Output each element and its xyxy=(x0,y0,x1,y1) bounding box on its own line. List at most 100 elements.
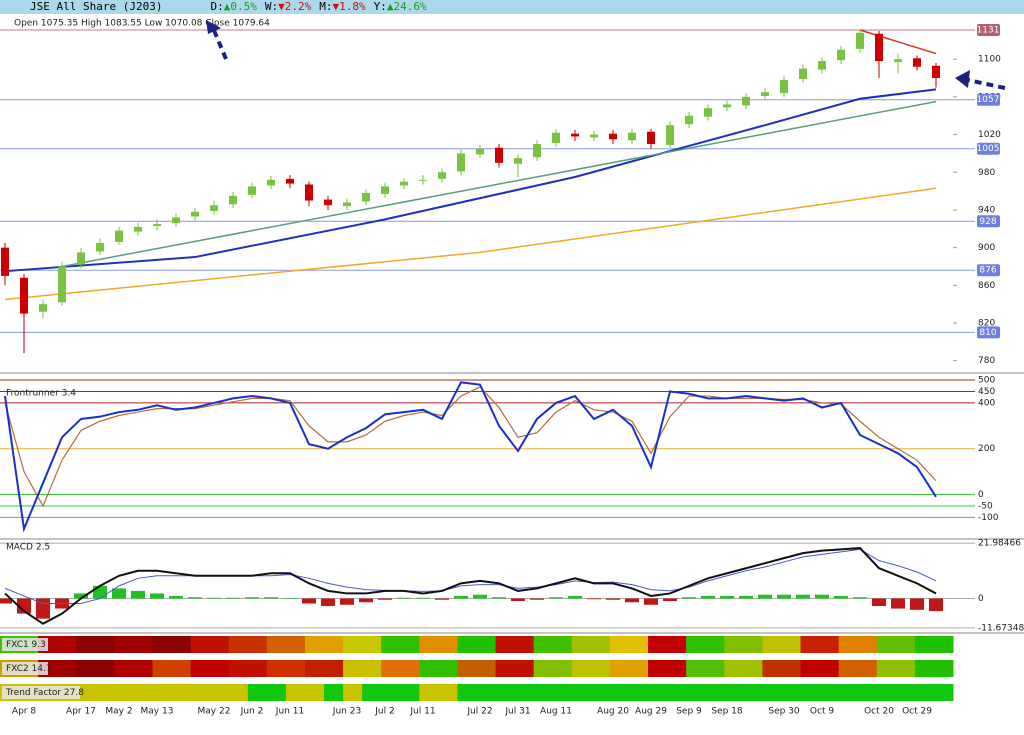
heat-cell xyxy=(876,660,916,677)
stat-label: W: xyxy=(264,0,279,13)
level-label: 1057 xyxy=(977,95,1000,105)
heat-cell xyxy=(648,660,687,677)
macd-line xyxy=(4,548,937,605)
heat-cell xyxy=(533,636,573,653)
x-tick-label: Apr 17 xyxy=(66,707,96,717)
candle-body xyxy=(58,266,66,303)
candle-body xyxy=(1,247,9,276)
histogram-bar xyxy=(302,598,316,604)
y-tick-label: 200 xyxy=(978,444,995,454)
pane-title: MACD 2.5 xyxy=(6,543,50,553)
x-tick-label: Sep 9 xyxy=(676,707,702,717)
level-label: 928 xyxy=(979,217,996,227)
candle-body xyxy=(780,79,788,94)
x-tick-label: Apr 8 xyxy=(12,707,36,717)
heat-cell xyxy=(343,660,382,677)
level-box xyxy=(977,264,1000,277)
candle-body xyxy=(875,33,883,62)
x-tick-label: Aug 11 xyxy=(540,707,572,717)
histogram-bar xyxy=(93,585,107,599)
plot-layer: 7808208609009409801020106011001131105710… xyxy=(0,19,1024,717)
candle-body xyxy=(153,224,161,226)
y-tick-label: 900 xyxy=(978,243,995,253)
x-tick-label: Jul 31 xyxy=(504,707,530,717)
candle-body xyxy=(628,132,636,141)
heat-cell xyxy=(724,684,744,701)
heat-cell xyxy=(95,684,115,701)
heat-cell xyxy=(609,684,630,701)
x-tick-label: Jun 2 xyxy=(240,707,264,717)
candle-body xyxy=(514,158,522,164)
histogram-bar xyxy=(796,594,810,599)
heat-cell xyxy=(266,684,287,701)
heat-cell xyxy=(609,660,649,677)
heat-cell xyxy=(838,684,859,701)
strip-label-box xyxy=(2,638,48,651)
heat-cell xyxy=(552,684,573,701)
heat-cell xyxy=(152,636,192,653)
heat-cell xyxy=(228,636,268,653)
heat-cell xyxy=(914,636,954,653)
level-box xyxy=(977,215,1000,228)
heat-cell xyxy=(667,684,687,701)
heat-cell xyxy=(438,684,458,701)
y-tick-label: 860 xyxy=(978,281,995,291)
candle-body xyxy=(818,61,826,70)
candle-body xyxy=(495,147,503,163)
histogram-bar xyxy=(188,597,202,599)
candle-body xyxy=(191,211,199,217)
candle-body xyxy=(362,192,370,202)
heat-cell xyxy=(133,684,153,701)
candle-body xyxy=(609,133,617,140)
heat-cell xyxy=(876,684,897,701)
oscillator-line xyxy=(4,381,937,533)
heat-cell xyxy=(781,684,802,701)
heat-cell xyxy=(800,684,821,701)
histogram-bar xyxy=(283,597,297,599)
histogram-bar xyxy=(834,595,848,599)
header-bar: JSE All Share (J203) D:▲0.5% W:▼2.2% M:▼1.8… xyxy=(0,0,1024,14)
heat-cell xyxy=(152,684,173,701)
level-box xyxy=(977,142,1000,155)
histogram-bar xyxy=(777,594,791,599)
heat-cell xyxy=(895,684,916,701)
heat-cell xyxy=(743,684,763,701)
candle-body xyxy=(20,277,28,314)
histogram-bar xyxy=(815,594,829,599)
level-box xyxy=(977,326,1000,339)
pane-bg xyxy=(0,30,953,372)
heat-cell xyxy=(686,660,725,677)
candle-body xyxy=(742,96,750,106)
y-tick-label: 1020 xyxy=(978,130,1001,140)
x-tick-label: May 13 xyxy=(141,707,174,717)
strip-title: Trend Factor 27.8 xyxy=(5,688,84,698)
heat-cell xyxy=(190,660,230,677)
candle-body xyxy=(438,172,446,179)
histogram-bar xyxy=(150,593,164,599)
histogram-bar xyxy=(682,597,696,599)
heat-cell xyxy=(514,684,535,701)
candle-body xyxy=(419,179,427,181)
heat-cell xyxy=(266,660,306,677)
heat-cell xyxy=(190,684,211,701)
candle-body xyxy=(134,226,142,232)
heat-cell xyxy=(533,660,573,677)
candle-body xyxy=(229,195,237,205)
y-tick-label: 0 xyxy=(978,594,984,604)
heat-cell xyxy=(762,660,802,677)
stat-label: D: xyxy=(210,0,224,13)
histogram-bar xyxy=(891,598,905,609)
y-tick-label: 500 xyxy=(978,376,995,386)
histogram-bar xyxy=(511,598,525,601)
histogram-bar xyxy=(397,597,411,599)
heat-cell xyxy=(114,684,134,701)
heat-cell xyxy=(304,636,344,653)
stat-label: M: xyxy=(319,0,333,13)
histogram-bar xyxy=(644,598,658,605)
x-tick-label: Sep 18 xyxy=(711,707,743,717)
candle-body xyxy=(77,252,85,265)
heat-cell xyxy=(705,684,725,701)
heat-cell xyxy=(228,660,268,677)
instrument-title: JSE All Share (J203) xyxy=(30,0,163,13)
stat-label: Y: xyxy=(373,0,387,13)
